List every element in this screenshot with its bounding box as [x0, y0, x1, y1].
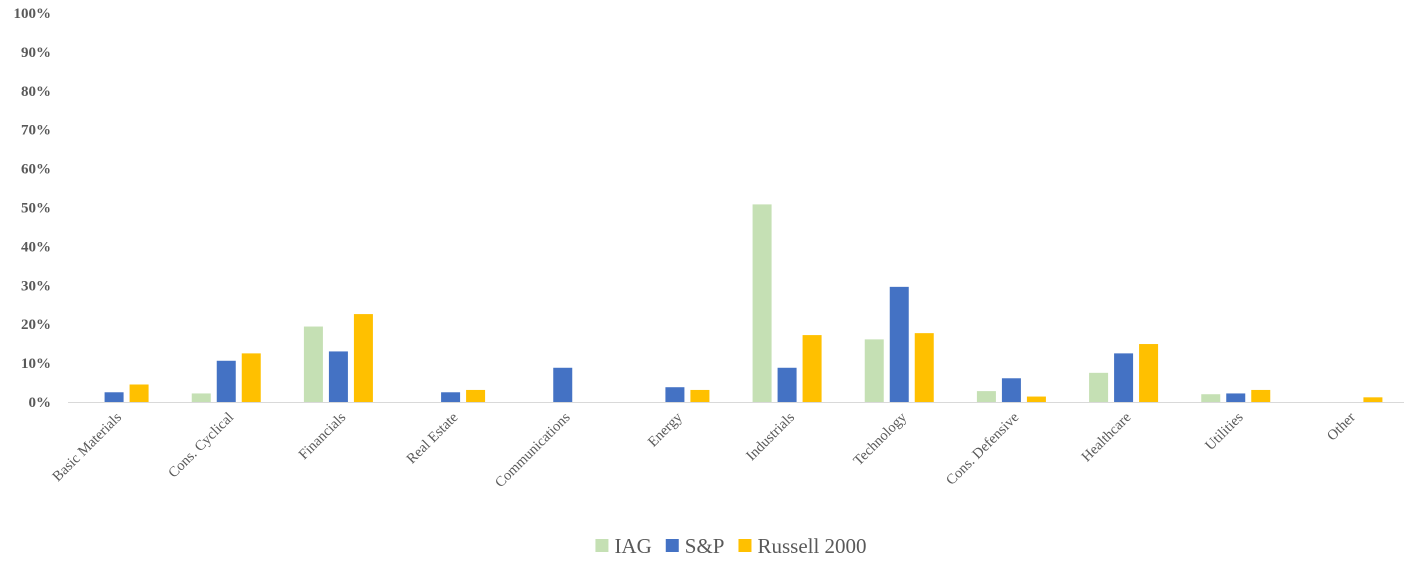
x-tick-label: Utilities: [1202, 409, 1247, 454]
x-tick-label: Energy: [645, 409, 686, 450]
x-tick-label: Other: [1324, 409, 1359, 444]
bar: [216, 360, 236, 402]
bar: [1114, 353, 1134, 402]
y-tick-label: 90%: [21, 45, 51, 61]
bar: [129, 384, 149, 402]
bar: [665, 387, 685, 402]
bar: [191, 393, 211, 402]
bar: [553, 367, 573, 402]
x-tick-label: Financials: [296, 409, 350, 463]
bar: [889, 286, 909, 402]
legend: IAG S&P Russell 2000: [595, 534, 867, 558]
bar: [1026, 396, 1046, 402]
bar: [466, 389, 486, 402]
x-tick-label: Basic Materials: [50, 409, 126, 485]
x-tick-label: Cons. Cyclical: [165, 410, 237, 482]
x-tick-label: Cons. Defensive: [943, 410, 1022, 489]
x-tick-label: Technology: [851, 409, 911, 469]
bar: [303, 326, 323, 402]
x-tick-label: Industrials: [743, 409, 798, 464]
bar: [690, 389, 710, 402]
y-tick-label: 100%: [14, 6, 52, 22]
y-tick-label: 0%: [29, 395, 52, 411]
y-tick-label: 80%: [21, 84, 51, 100]
bar: [104, 392, 124, 402]
bars: [104, 204, 1383, 402]
legend-label: S&P: [685, 534, 725, 558]
bar: [752, 204, 772, 402]
legend-label: IAG: [614, 534, 651, 558]
y-tick-label: 60%: [21, 162, 51, 178]
x-tick-label: Communications: [492, 409, 574, 491]
y-tick-label: 10%: [21, 356, 51, 372]
legend-swatch: [665, 539, 679, 552]
bar: [1363, 397, 1383, 402]
bar: [353, 314, 373, 402]
x-tick-label: Real Estate: [404, 410, 462, 468]
y-tick-label: 30%: [21, 278, 51, 294]
bar: [241, 353, 261, 402]
y-tick-label: 70%: [21, 123, 51, 139]
bar: [1139, 344, 1159, 402]
x-tick-label: Healthcare: [1079, 410, 1135, 466]
y-axis-tick-labels: 0% 10% 20% 30% 40% 50% 60% 70% 80% 90% 100%: [14, 6, 52, 411]
bar: [1251, 389, 1271, 402]
y-tick-label: 40%: [21, 239, 51, 255]
bar: [777, 367, 797, 402]
y-tick-label: 50%: [21, 201, 51, 217]
x-axis-tick-labels: Basic Materials Cons. Cyclical Financials R…: [50, 409, 1359, 491]
bar: [441, 392, 461, 402]
bar: [864, 339, 884, 402]
bar: [976, 391, 996, 402]
legend-swatch: [738, 539, 752, 552]
bar: [914, 333, 934, 402]
bar: [1001, 378, 1021, 402]
bar: [1226, 393, 1246, 402]
bar: [1201, 394, 1221, 402]
legend-label: Russell 2000: [757, 534, 866, 558]
bar: [328, 351, 348, 402]
bar: [802, 335, 822, 402]
legend-swatch: [595, 539, 609, 552]
bar: [1089, 372, 1109, 402]
y-tick-label: 20%: [21, 317, 51, 333]
